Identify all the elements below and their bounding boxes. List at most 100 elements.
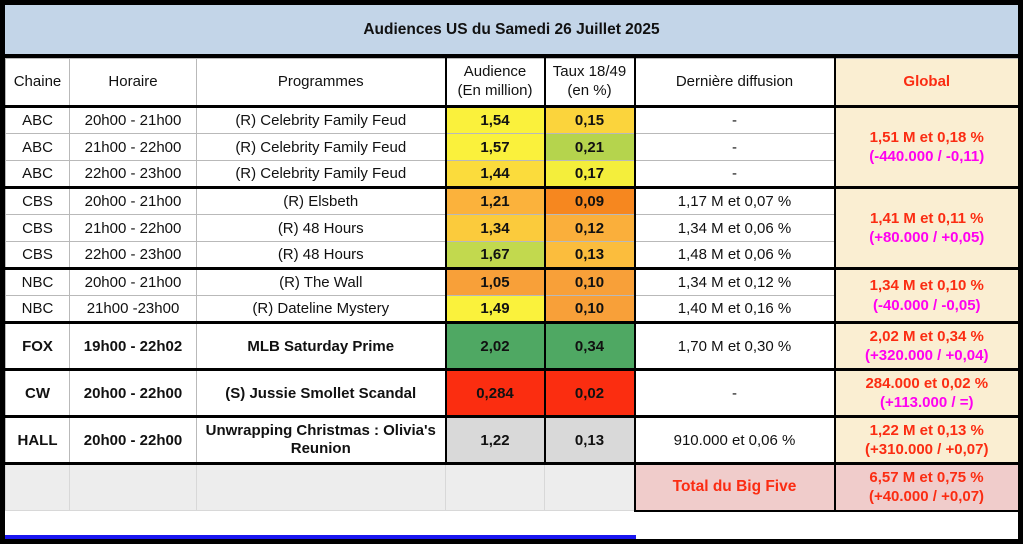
last-diffusion-cell: 1,17 M et 0,07 %	[634, 186, 835, 215]
audience-cell: 1,21	[444, 186, 546, 215]
column-header-taux-line2: (en %)	[567, 82, 612, 99]
total-global-line2: (+40.000 / +0,07)	[868, 488, 985, 506]
column-header-derniere-diffusion: Dernière diffusion	[634, 58, 835, 108]
global-cell-nbc: 1,34 M et 0,10 % (-40.000 / -0,05)	[833, 267, 1018, 323]
global-cell-fox: 2,02 M et 0,34 % (+320.000 / +0,04)	[833, 321, 1018, 370]
audience-cell: 1,44	[444, 160, 546, 188]
global-cell-hall: 1,22 M et 0,13 % (+310.000 / +0,07)	[833, 415, 1018, 464]
global-line2: (+80.000 / +0,05)	[869, 229, 985, 246]
column-header-audience: Audience (En million)	[444, 58, 546, 108]
table-row: CW 20h00 - 22h00 (S) Jussie Smollet Scan…	[5, 368, 1018, 417]
time-cell: 22h00 - 23h00	[69, 241, 197, 269]
last-diffusion-cell: -	[634, 368, 835, 417]
rating-cell: 0,15	[544, 106, 636, 134]
last-diffusion-cell: 1,40 M et 0,16 %	[634, 295, 835, 323]
audience-cell: 2,02	[444, 321, 546, 370]
channel-cell: CW	[5, 368, 70, 417]
channel-cell: CBS	[5, 214, 70, 242]
table-row: NBC 21h00 -23h00 (R) Dateline Mystery 1,…	[5, 295, 1019, 323]
global-line1: 1,34 M et 0,10 %	[869, 277, 984, 294]
global-cell-cw: 284.000 et 0,02 % (+113.000 / =)	[833, 368, 1018, 417]
rating-cell: 0,02	[544, 368, 636, 417]
footer-empty-cell	[196, 462, 446, 511]
table-row: ABC 21h00 - 22h00 (R) Celebrity Family F…	[5, 133, 1019, 161]
audience-cell: 1,57	[444, 133, 546, 161]
channel-cell: CBS	[5, 241, 70, 269]
global-line1: 2,02 M et 0,34 %	[869, 327, 984, 345]
last-diffusion-cell: 1,34 M et 0,06 %	[634, 214, 835, 242]
rating-cell: 0,13	[544, 241, 636, 269]
table-row: NBC 20h00 - 21h00 (R) The Wall 1,05 0,10…	[5, 267, 1018, 323]
time-cell: 20h00 - 21h00	[69, 106, 197, 134]
last-diffusion-cell: -	[634, 106, 835, 134]
time-cell: 20h00 - 21h00	[69, 267, 197, 296]
audience-cell: 1,05	[444, 267, 546, 296]
rating-cell: 0,13	[544, 415, 636, 464]
global-cell-cbs: 1,41 M et 0,11 % (+80.000 / +0,05)	[833, 186, 1018, 269]
audience-cell: 1,54	[444, 106, 546, 134]
footer-empty-cell	[544, 462, 635, 511]
column-header-horaire: Horaire	[69, 58, 197, 108]
time-cell: 21h00 - 22h00	[69, 133, 197, 161]
global-line1: 1,51 M et 0,18 %	[869, 128, 984, 146]
programme-cell: (R) Celebrity Family Feud	[196, 160, 446, 188]
column-header-programmes: Programmes	[196, 58, 446, 108]
channel-cell: ABC	[5, 160, 70, 188]
programme-cell: (R) Elsbeth	[196, 186, 446, 215]
table-row: HALL 20h00 - 22h00 Unwrapping Christmas …	[5, 415, 1018, 464]
table-row: ABC 20h00 - 21h00 (R) Celebrity Family F…	[5, 106, 1018, 188]
programme-cell: (R) Dateline Mystery	[196, 295, 446, 323]
channel-cell: ABC	[5, 133, 70, 161]
column-header-global: Global	[833, 58, 1018, 108]
time-cell: 21h00 - 22h00	[69, 214, 197, 242]
table-row: CBS 20h00 - 21h00 (R) Elsbeth 1,21 0,09 …	[5, 186, 1018, 269]
last-diffusion-cell: 1,48 M et 0,06 %	[634, 241, 835, 269]
column-header-taux-line1: Taux 18/49	[552, 63, 627, 81]
programme-cell: (R) Celebrity Family Feud	[196, 133, 446, 161]
global-line1: 284.000 et 0,02 %	[865, 374, 989, 392]
rating-cell: 0,10	[544, 295, 636, 323]
channel-cell: NBC	[5, 267, 70, 296]
rating-cell: 0,21	[544, 133, 636, 161]
audience-cell: 1,22	[444, 415, 546, 464]
time-cell: 22h00 - 23h00	[69, 160, 197, 188]
programme-cell: (R) 48 Hours	[196, 241, 446, 269]
column-header-taux: Taux 18/49 (en %)	[544, 58, 636, 108]
programme-cell: Unwrapping Christmas : Olivia's Reunion	[196, 415, 446, 464]
programme-cell: (R) The Wall	[196, 267, 446, 296]
programme-cell: MLB Saturday Prime	[196, 321, 446, 370]
time-cell: 20h00 - 21h00	[69, 186, 197, 215]
global-line2: (+320.000 / +0,04)	[865, 347, 989, 364]
total-global-cell: 6,57 M et 0,75 % (+40.000 / +0,07)	[833, 462, 1018, 512]
last-diffusion-cell: 910.000 et 0,06 %	[634, 415, 835, 464]
global-cell-abc: 1,51 M et 0,18 % (-440.000 / -0,11)	[833, 106, 1018, 188]
page-title: Audiences US du Samedi 26 Juillet 2025	[5, 5, 1018, 58]
last-diffusion-cell: -	[634, 133, 835, 161]
column-header-audience-line2: (En million)	[457, 82, 533, 99]
time-cell: 19h00 - 22h02	[69, 321, 197, 370]
rating-cell: 0,10	[544, 267, 636, 296]
total-row: Total du Big Five 6,57 M et 0,75 % (+40.…	[5, 462, 1018, 512]
global-line2: (+310.000 / +0,07)	[865, 441, 989, 458]
audience-cell: 1,67	[444, 241, 546, 269]
total-global-line1: 6,57 M et 0,75 %	[869, 468, 984, 486]
audience-table-inner: Audiences US du Samedi 26 Juillet 2025 C…	[5, 5, 1018, 539]
global-line2: (-440.000 / -0,11)	[869, 148, 985, 165]
programme-cell: (R) 48 Hours	[196, 214, 446, 242]
header-row: Chaine Horaire Programmes Audience (En m…	[5, 58, 1018, 108]
footer-empty-cell	[69, 462, 197, 511]
time-cell: 20h00 - 22h00	[69, 415, 197, 464]
last-diffusion-cell: 1,70 M et 0,30 %	[634, 321, 835, 370]
global-line1: 1,41 M et 0,11 %	[870, 209, 984, 227]
table-row: CBS 22h00 - 23h00 (R) 48 Hours 1,67 0,13…	[5, 241, 1019, 269]
audience-cell: 0,284	[444, 368, 546, 417]
channel-cell: HALL	[5, 415, 70, 464]
audience-cell: 1,49	[444, 295, 546, 323]
global-line2: (+113.000 / =)	[880, 394, 974, 411]
column-header-audience-line1: Audience	[463, 63, 527, 81]
rating-cell: 0,12	[544, 214, 636, 242]
channel-cell: CBS	[5, 186, 70, 215]
audience-table: Chaine Horaire Programmes Audience (En m…	[5, 58, 1018, 512]
programme-cell: (R) Celebrity Family Feud	[196, 106, 446, 134]
